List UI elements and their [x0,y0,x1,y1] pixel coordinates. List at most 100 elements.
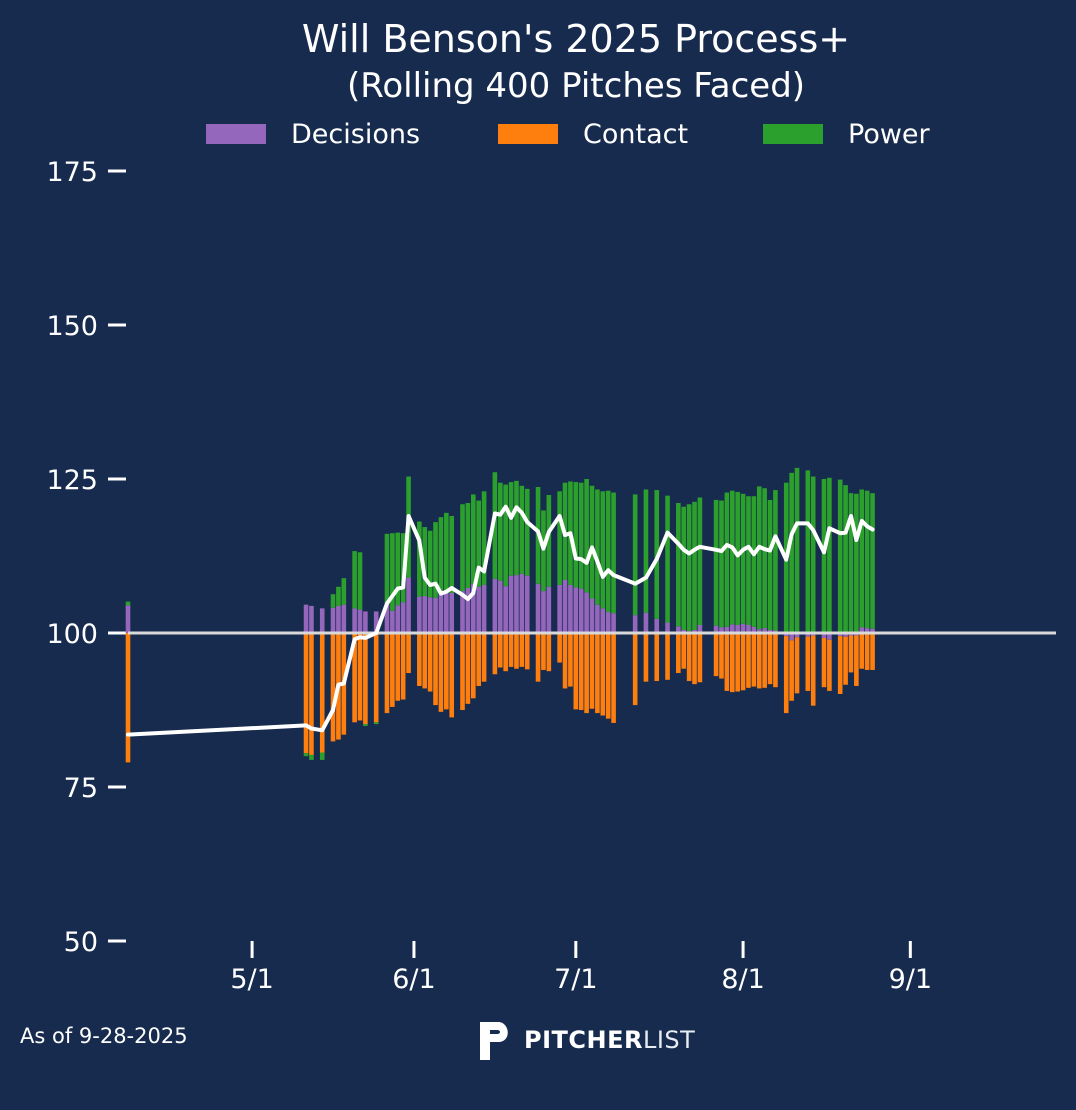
decisions-bar [719,627,724,633]
contact-bar [357,633,363,721]
decisions-bar [756,629,762,633]
decisions-bar [422,596,428,633]
decisions-bar [406,577,411,633]
decisions-bar [557,584,562,633]
contact-bar [433,633,438,706]
power-bar [767,499,773,630]
contact-bar [686,633,692,682]
contact-bar [422,633,428,689]
power-bar [503,484,508,587]
power-bar [681,506,687,630]
contact-bar [562,633,568,689]
contact-bar [438,633,444,712]
contact-bar [363,633,368,725]
decisions-bar [870,628,875,633]
power-bar [417,521,422,597]
decisions-bar [805,633,811,637]
decisions-bar [713,625,719,633]
power-bar [762,488,767,629]
decisions-bar [740,623,746,633]
power-bar [422,527,428,597]
power-bar [611,492,616,614]
decisions-bar [568,584,573,633]
power-bar [729,490,735,625]
contact-bar [557,633,562,663]
contact-bar [740,633,746,691]
decisions-bar [821,633,827,638]
contact-bar [524,633,530,670]
decisions-bar [783,633,789,637]
decisions-bar [735,624,740,633]
x-tick-label: 5/1 [230,964,273,995]
decisions-bar [692,629,697,633]
decisions-bar [837,633,843,637]
contact-bar [854,635,859,686]
decisions-bar [363,611,368,633]
x-tick-label: 6/1 [392,964,435,995]
power-bar [476,500,481,587]
power-bar [573,482,579,588]
power-bar [330,594,336,608]
contact-bar [805,636,811,691]
contact-bar [746,633,751,688]
decisions-bar [843,633,848,637]
decisions-bar [497,580,503,633]
decisions-bar [724,626,730,633]
power-bar [751,496,757,627]
contact-bar [654,633,660,682]
power-bar [584,479,589,593]
contact-bar [729,633,735,693]
x-axis: 5/1 6/1 7/1 8/1 9/1 [230,941,932,995]
contact-bar [309,633,314,755]
contact-bar [384,633,390,714]
contact-bar [632,633,638,706]
x-tick-label: 8/1 [721,964,764,995]
contact-bar [767,633,773,685]
power-bar [514,480,519,576]
power-bar [390,533,395,611]
decisions-bar [125,605,131,633]
contact-bar [427,633,433,692]
decisions-bar [471,583,476,633]
power-bar [805,470,811,633]
contact-bar [643,633,649,682]
decisions-bar [859,627,865,633]
legend-label-power: Power [848,119,931,150]
power-bar [319,752,325,760]
contact-bar [573,633,579,710]
decisions-bar [460,591,465,633]
decisions-bar [827,633,832,640]
contact-bar [589,633,595,709]
legend-label-decisions: Decisions [291,119,420,150]
decisions-bar [357,609,363,633]
contact-bar [519,633,525,667]
contact-bar [843,636,848,685]
power-bar [773,490,778,631]
power-bar [541,510,546,592]
decisions-bar [336,605,341,633]
power-bar [843,485,848,633]
power-bar [578,482,584,589]
power-bar [465,503,471,589]
contact-bar [476,633,481,686]
contact-bar [449,633,455,718]
contact-bar [578,633,584,710]
decisions-bar [508,575,514,633]
decisions-bar [611,613,616,633]
contact-bar [676,633,681,674]
decisions-bar [433,597,438,633]
power-bar [605,490,611,613]
power-bar [357,552,363,610]
contact-bar [390,633,395,707]
contact-bar [508,633,514,667]
power-bar [481,491,487,585]
contact-bar [827,639,832,691]
decisions-bar [643,612,649,633]
decisions-bar [632,615,638,633]
decisions-bar [524,575,530,633]
decisions-bar [390,610,395,633]
power-bar [460,504,465,592]
contact-bar [605,633,611,719]
decisions-bar [535,583,541,633]
